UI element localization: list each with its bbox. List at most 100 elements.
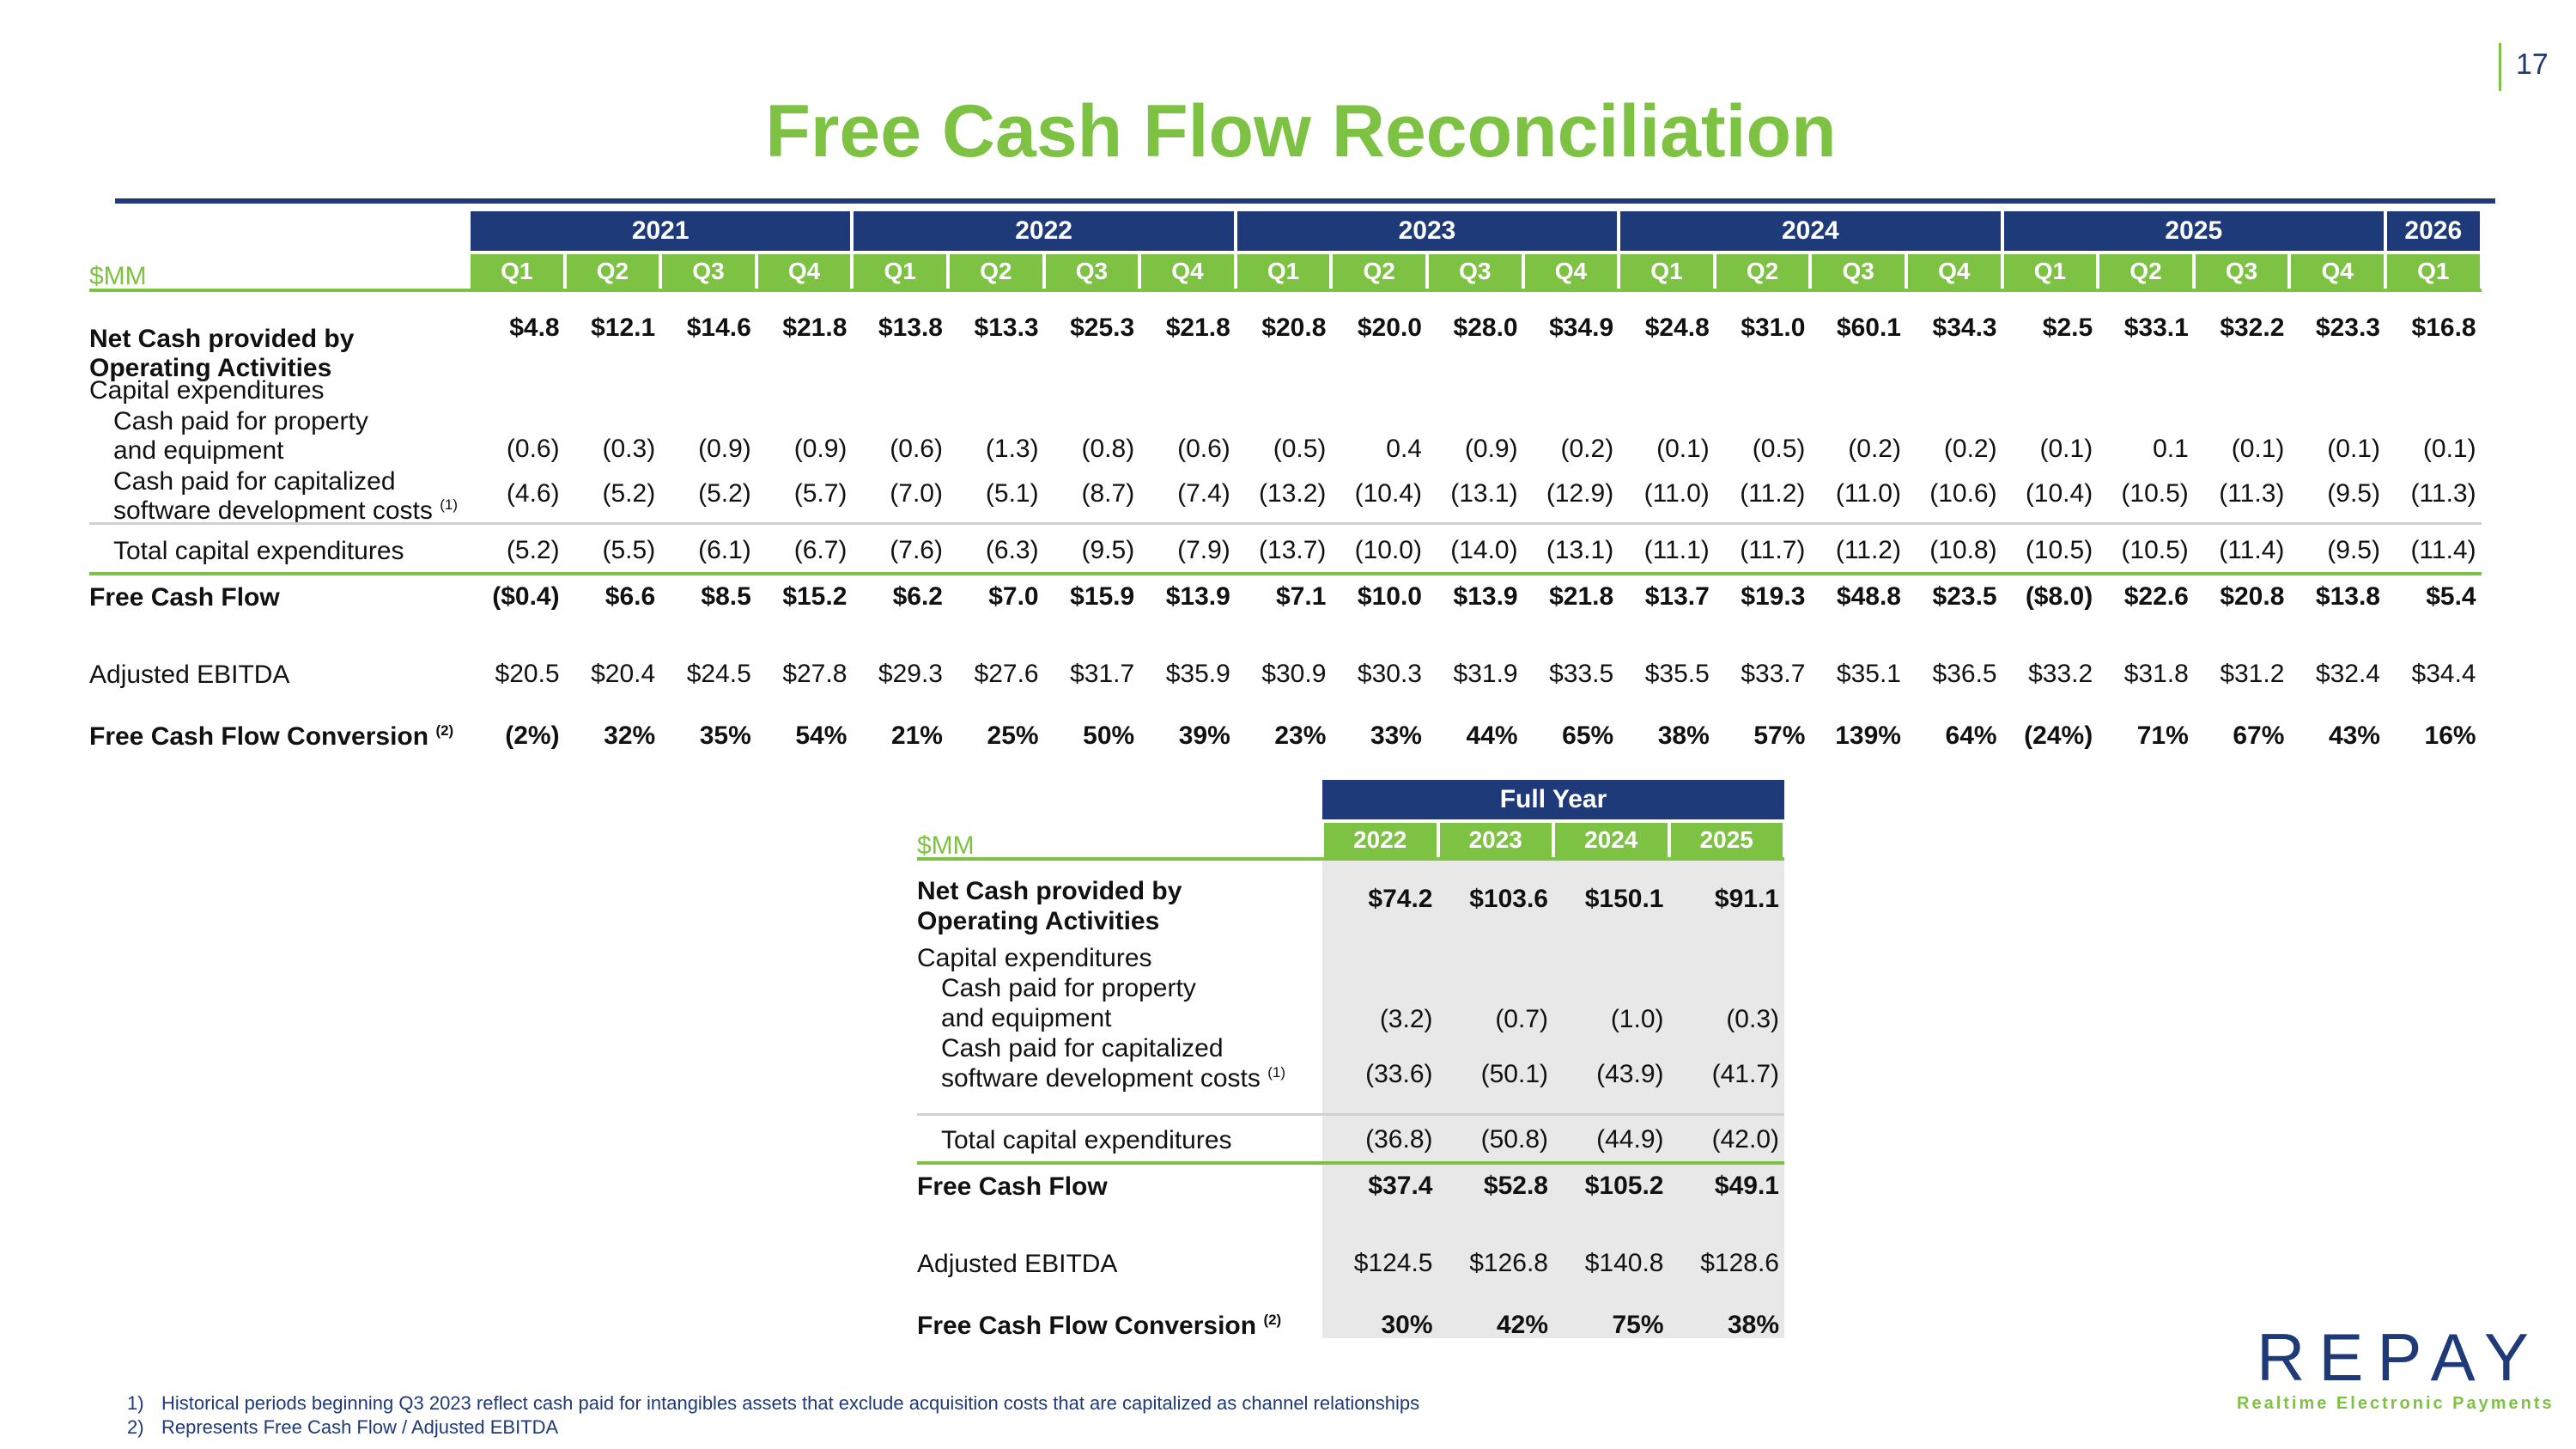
- cell-net-cash: $12.1: [591, 314, 656, 342]
- cell-ebitda: $20.4: [591, 660, 656, 688]
- cell-software: (10.4): [1354, 479, 1422, 508]
- cell-ppe: 0.1: [2153, 435, 2189, 463]
- cell-total-capex: (13.7): [1259, 536, 1327, 564]
- cell-conversion: 54%: [795, 721, 848, 750]
- fy-row-label-net_cash-2: Operating Activities: [917, 906, 1159, 936]
- cell-net-cash: $25.3: [1070, 314, 1135, 342]
- row-label-capex-text: Capital expenditures: [89, 376, 325, 405]
- fy-cell-ppe: (3.2): [1379, 1005, 1433, 1033]
- cell-ppe: (0.5): [1273, 435, 1327, 463]
- fy-row-label-total_capex: Total capital expenditures: [941, 1125, 1232, 1155]
- cell-net-cash: $14.6: [686, 314, 751, 342]
- cell-net-cash: $24.8: [1644, 314, 1710, 342]
- cell-fcf: $6.2: [892, 582, 943, 611]
- cell-software: (8.7): [1081, 479, 1135, 508]
- row-label-net_cash-2: Operating Activities: [89, 353, 331, 383]
- quarter-header: Q3: [2195, 254, 2288, 289]
- row-label-total_capex: Total capital expenditures: [113, 536, 404, 566]
- quarter-header: Q1: [1236, 254, 1330, 289]
- cell-ebitda: $30.3: [1357, 660, 1422, 688]
- cell-net-cash: $20.0: [1357, 314, 1422, 342]
- fy-cell-net-cash: $150.1: [1584, 885, 1664, 913]
- cell-ebitda: $20.5: [495, 660, 560, 688]
- cell-net-cash: $23.3: [2315, 314, 2380, 342]
- fy-cell-ebitda: $140.8: [1584, 1249, 1664, 1277]
- cell-ebitda: $35.5: [1644, 660, 1710, 688]
- fy-cell-conversion: 42%: [1496, 1311, 1548, 1339]
- cell-ebitda: $31.2: [2220, 660, 2285, 688]
- full-year-col-header: 2022: [1324, 823, 1437, 857]
- cell-ppe: (0.6): [1177, 435, 1230, 463]
- fy-cell-software: (41.7): [1711, 1060, 1779, 1088]
- cell-total-capex: (10.8): [1929, 536, 1997, 564]
- cell-ppe: (0.2): [1560, 435, 1614, 463]
- cell-fcf: $15.9: [1070, 582, 1135, 611]
- cell-total-capex: (11.4): [2410, 536, 2476, 564]
- cell-conversion: 65%: [1562, 721, 1614, 750]
- logo-tagline: Realtime Electronic Payments: [2237, 1394, 2555, 1413]
- fy-cell-net-cash: $74.2: [1368, 885, 1433, 913]
- cell-software: (9.5): [2327, 479, 2380, 508]
- cell-fcf: $20.8: [2220, 582, 2285, 611]
- year-header-2022: 2022: [854, 211, 1234, 251]
- year-header-2021: 2021: [471, 211, 851, 251]
- cell-fcf: $13.9: [1165, 582, 1230, 611]
- fy-cell-total-capex: (42.0): [1711, 1125, 1779, 1154]
- cell-software: (11.0): [1835, 479, 1901, 508]
- cell-software: (13.1): [1450, 479, 1518, 508]
- cell-fcf: $13.9: [1453, 582, 1518, 611]
- quarter-header: Q4: [2291, 254, 2384, 289]
- fy-cell-fcf: $49.1: [1714, 1172, 1779, 1200]
- cell-conversion: 139%: [1835, 721, 1901, 750]
- cell-software: (13.2): [1259, 479, 1327, 508]
- row-label-conversion: Free Cash Flow Conversion (2): [89, 721, 453, 752]
- cell-net-cash: $31.0: [1741, 314, 1806, 342]
- cell-conversion: 33%: [1370, 721, 1422, 750]
- cell-conversion: 50%: [1083, 721, 1135, 750]
- cell-software: (5.2): [602, 479, 656, 508]
- fy-row-label-ppe-1-text: Cash paid for property: [941, 974, 1196, 1002]
- footnotes: 1) Historical periods beginning Q3 2023 r…: [127, 1391, 1419, 1440]
- fy-row-label-net_cash-1-text: Net Cash provided by: [917, 877, 1182, 905]
- fy-row-label-ebitda: Adjusted EBITDA: [917, 1249, 1117, 1279]
- cell-ppe: 0.4: [1386, 435, 1422, 463]
- cell-total-capex: (10.0): [1354, 536, 1422, 564]
- cell-software: (12.9): [1546, 479, 1614, 508]
- cell-fcf: ($8.0): [2025, 582, 2093, 611]
- cell-ebitda: $24.5: [686, 660, 751, 688]
- cell-software: (11.0): [1643, 479, 1710, 508]
- fy-row-label-ppe-1: Cash paid for property: [941, 973, 1196, 1003]
- year-header-2023: 2023: [1236, 211, 1618, 251]
- fy-cell-software: (43.9): [1596, 1060, 1664, 1088]
- cell-software: (5.2): [698, 479, 751, 508]
- quarter-header: Q4: [1141, 254, 1234, 289]
- full-year-shading: [1322, 859, 1784, 1338]
- quarter-header: Q2: [1333, 254, 1425, 289]
- fy-cell-net-cash: $91.1: [1714, 885, 1779, 913]
- fy-cell-ppe: (0.3): [1726, 1005, 1779, 1033]
- cell-conversion: 67%: [2233, 721, 2285, 750]
- cell-ebitda: $34.4: [2411, 660, 2476, 688]
- full-year-header: Full Year: [1322, 780, 1784, 819]
- cell-fcf: $23.5: [1932, 582, 1997, 611]
- cell-software: (10.4): [2025, 479, 2093, 508]
- cell-ppe: (0.6): [506, 435, 560, 463]
- cell-net-cash: $20.8: [1261, 314, 1327, 342]
- fy-row-label-ebitda-text: Adjusted EBITDA: [917, 1250, 1118, 1278]
- row-label-ppe-2-text: and equipment: [113, 436, 284, 465]
- cell-total-capex: (13.1): [1546, 536, 1614, 564]
- cell-ebitda: $27.8: [782, 660, 848, 688]
- subtotal-rule: [89, 522, 2482, 525]
- quarter-header: Q3: [662, 254, 755, 289]
- full-year-col-header: 2025: [1670, 823, 1783, 857]
- cell-fcf: ($0.4): [492, 582, 560, 611]
- fy-row-label-net_cash-1: Net Cash provided by: [917, 876, 1182, 906]
- cell-net-cash: $2.5: [2042, 314, 2093, 342]
- row-label-net_cash-1: Net Cash provided by: [89, 324, 354, 354]
- quarter-header: Q3: [1429, 254, 1522, 289]
- cell-software: (5.1): [985, 479, 1039, 508]
- fy-row-label-ppe-2-text: and equipment: [941, 1004, 1112, 1032]
- row-label-ppe-1: Cash paid for property: [113, 406, 368, 436]
- fy-cell-fcf: $52.8: [1483, 1172, 1548, 1200]
- cell-ebitda: $33.2: [2028, 660, 2093, 688]
